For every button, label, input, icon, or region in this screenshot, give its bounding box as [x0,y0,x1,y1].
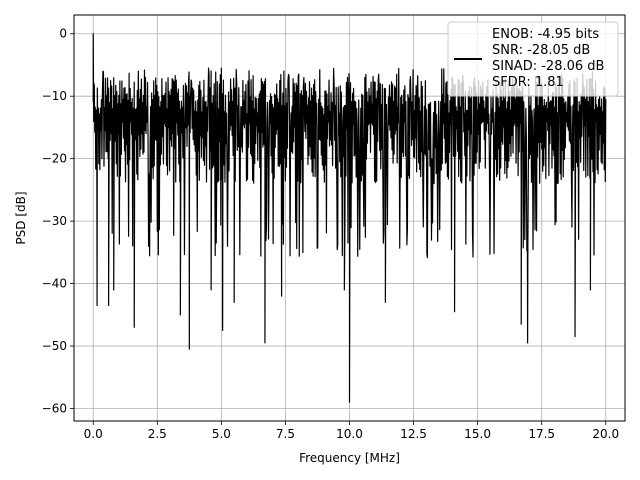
x-axis-ticks: 0.0 2.5 5.0 7.5 10.0 12.5 15.0 17.5 20.0 [84,421,619,441]
x-tick-label: 7.5 [276,427,295,441]
y-tick-label: 0 [59,27,67,41]
y-tick-label: −30 [42,214,67,228]
y-axis-ticks: 0 −10 −20 −30 −40 −50 −60 [42,27,74,416]
x-tick-label: 20.0 [592,427,619,441]
x-axis-label: Frequency [MHz] [299,451,400,465]
legend-text-snr: SNR: -28.05 dB [492,43,590,58]
legend-text-sinad: SINAD: -28.06 dB [492,59,604,74]
y-tick-label: −40 [42,277,67,291]
legend-text-enob: ENOB: -4.95 bits [492,27,599,42]
x-tick-label: 12.5 [400,427,427,441]
y-tick-label: −60 [42,402,67,416]
x-tick-label: 15.0 [464,427,491,441]
x-tick-label: 2.5 [148,427,167,441]
y-tick-label: −10 [42,89,67,103]
legend: ENOB: -4.95 bits SNR: -28.05 dB SINAD: -… [447,21,619,97]
legend-box [447,21,619,97]
legend-text-sfdr: SFDR: 1.81 [492,75,564,90]
y-axis-label: PSD [dB] [14,191,28,244]
x-tick-label: 10.0 [336,427,363,441]
x-tick-label: 17.5 [528,427,555,441]
x-tick-label: 5.0 [212,427,231,441]
x-tick-label: 0.0 [84,427,103,441]
y-tick-label: −50 [42,339,67,353]
y-tick-label: −20 [42,152,67,166]
